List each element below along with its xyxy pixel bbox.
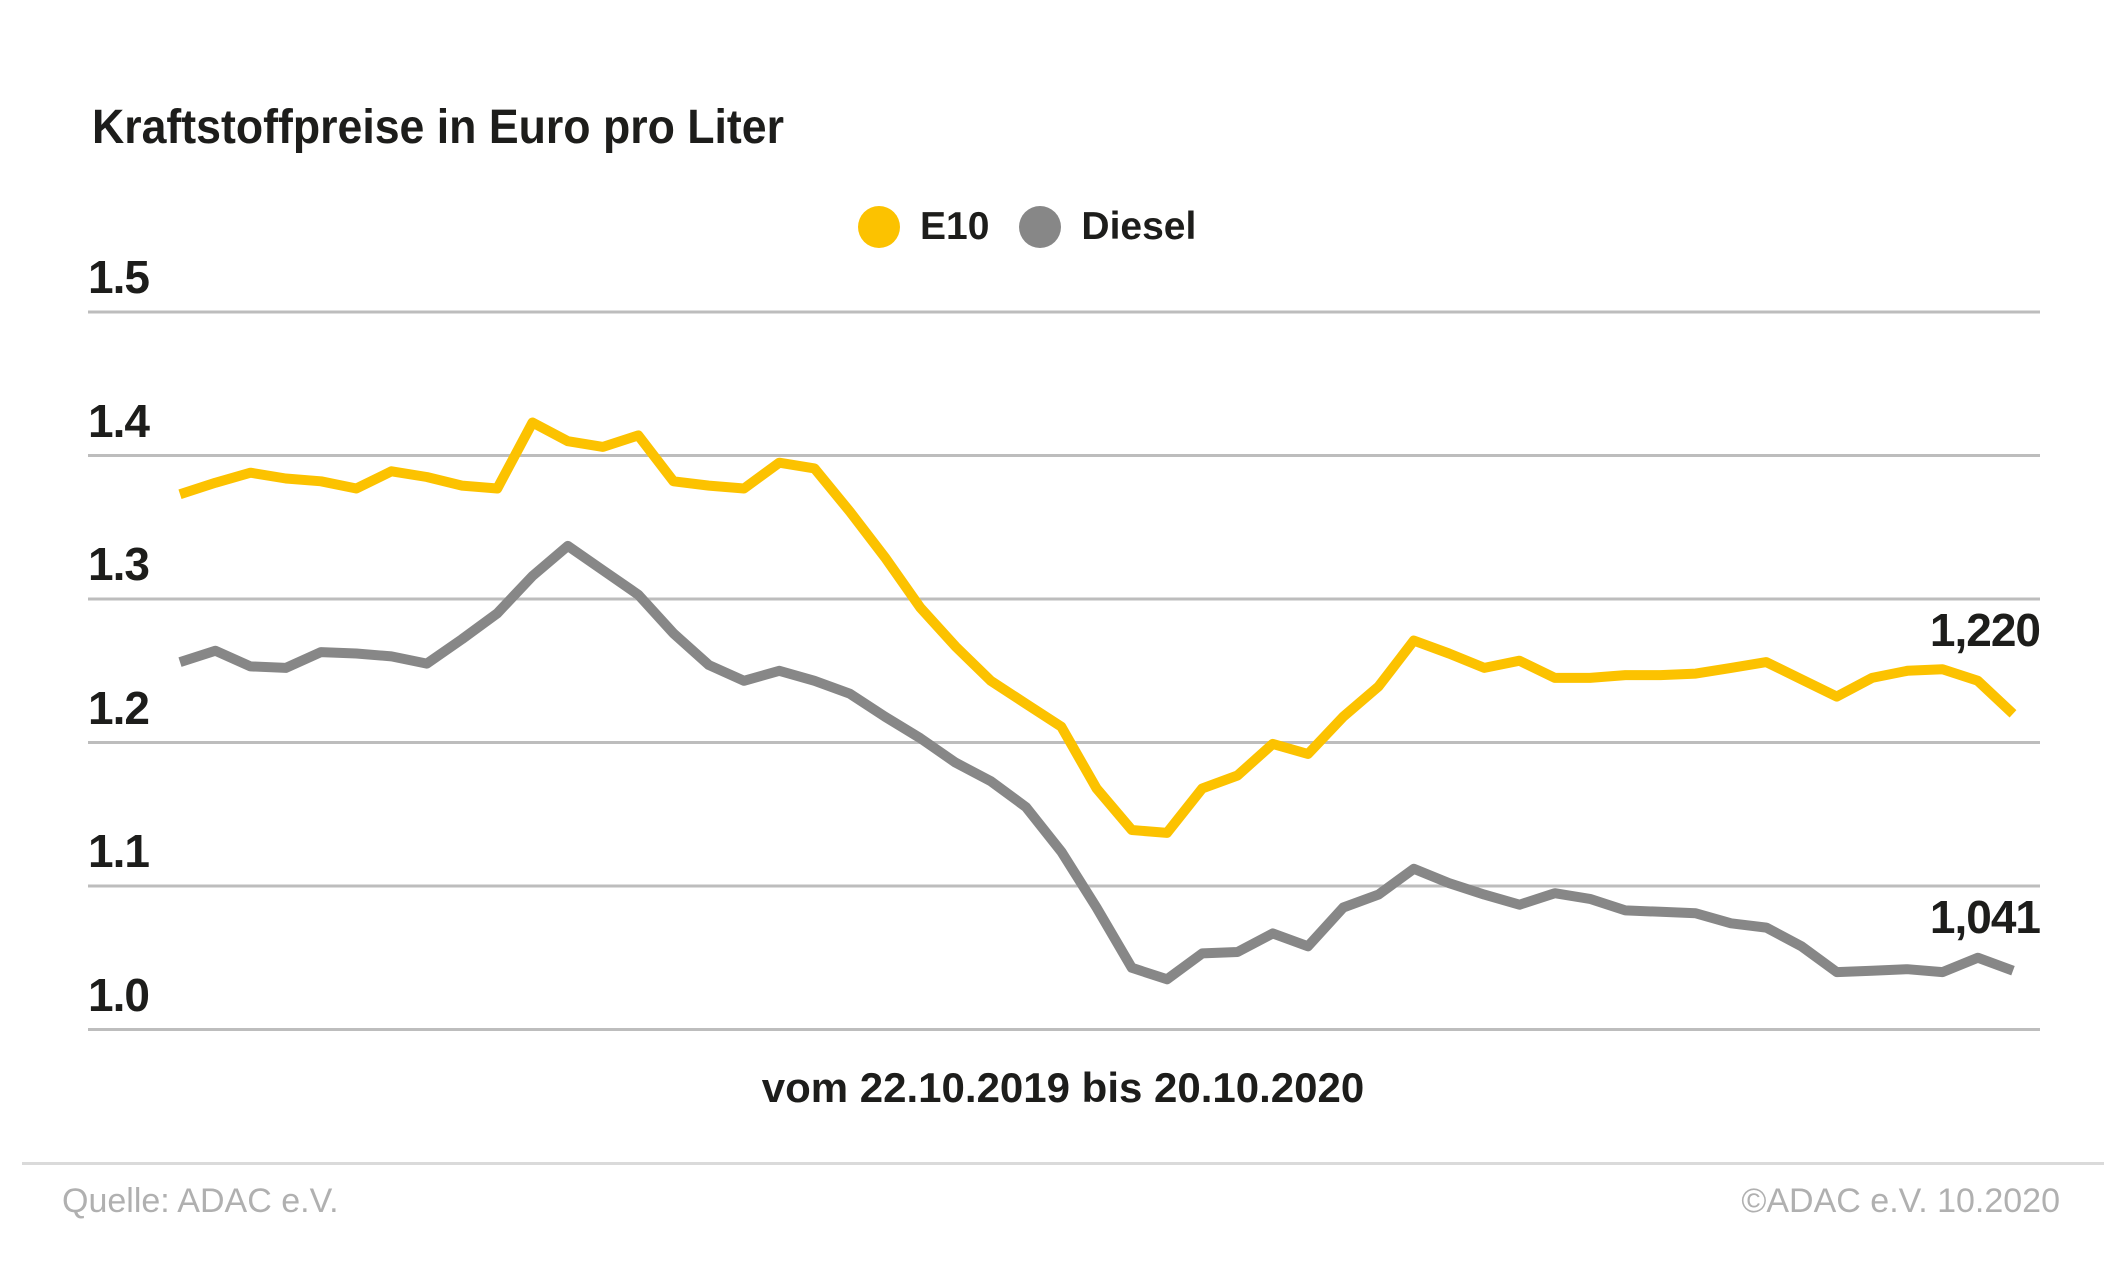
legend-label-e10: E10: [920, 205, 990, 248]
footer-source: Quelle: ADAC e.V.: [62, 1182, 339, 1220]
y-tick-label-1.0: 1.0: [88, 968, 150, 1021]
e10-dot-icon: [858, 206, 900, 248]
page-title: Kraftstoffpreise in Euro pro Liter: [92, 101, 784, 154]
e10-price-line: [178, 417, 2017, 838]
diesel-price-line: [178, 540, 2015, 985]
legend-item-e10: E10: [858, 205, 989, 249]
legend-item-diesel: Diesel: [1019, 205, 1196, 249]
y-tick-label-1.5: 1.5: [88, 251, 150, 303]
y-tick-label-1.1: 1.1: [88, 825, 150, 877]
y-tick-label-1.3: 1.3: [88, 538, 150, 590]
footer-divider: [22, 1162, 2104, 1165]
e10-end-value-label: 1,220: [1929, 604, 2041, 656]
diesel-end-value-label: 1,041: [1929, 891, 2041, 943]
diesel-dot-icon: [1019, 206, 1062, 248]
y-tick-label-1.2: 1.2: [88, 681, 150, 734]
x-axis-range-label: vom 22.10.2019 bis 20.10.2020: [761, 1064, 1365, 1111]
legend-label-diesel: Diesel: [1081, 205, 1197, 248]
y-tick-label-1.4: 1.4: [88, 394, 150, 447]
legend: E10 Diesel: [858, 202, 1196, 252]
footer-copyright: ©ADAC e.V. 10.2020: [1741, 1182, 2060, 1220]
